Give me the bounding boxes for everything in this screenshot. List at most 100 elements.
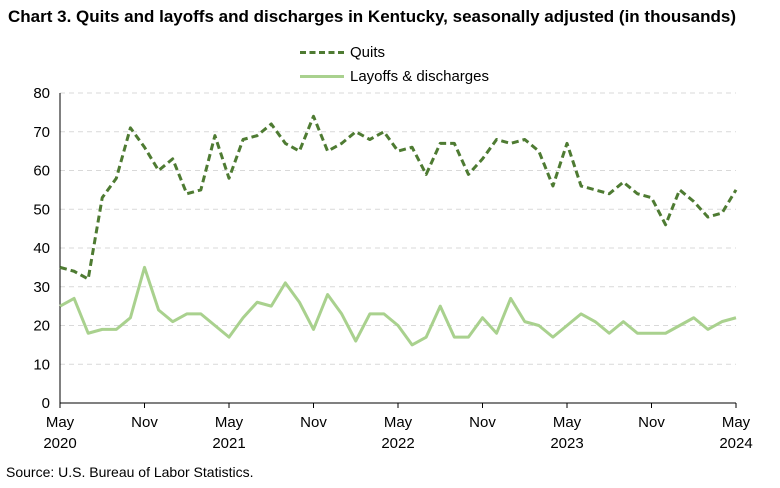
data-point-quits (115, 177, 118, 180)
legend-label-quits: Quits (350, 43, 386, 61)
y-tick-label: 40 (33, 240, 50, 257)
data-point-layoffs (636, 332, 639, 335)
data-point-quits (706, 216, 709, 219)
x-tick-label-month: Nov (300, 414, 327, 431)
data-point-layoffs (622, 320, 625, 323)
data-point-quits (157, 169, 160, 172)
data-point-layoffs (735, 316, 738, 319)
y-tick-label: 30 (33, 279, 50, 296)
data-point-layoffs (382, 312, 385, 315)
data-point-layoffs (467, 336, 470, 339)
data-point-layoffs (143, 266, 146, 269)
data-point-layoffs (706, 328, 709, 331)
data-point-layoffs (199, 312, 202, 315)
data-point-quits (650, 196, 653, 199)
data-point-layoffs (354, 340, 357, 343)
data-point-layoffs (509, 297, 512, 300)
data-point-layoffs (411, 343, 414, 346)
data-point-quits (213, 134, 216, 137)
x-tick-label-month: May (553, 414, 582, 431)
data-point-quits (270, 123, 273, 126)
data-point-layoffs (453, 336, 456, 339)
data-point-quits (411, 146, 414, 149)
data-point-layoffs (171, 320, 174, 323)
data-point-layoffs (87, 332, 90, 335)
data-point-quits (551, 185, 554, 188)
data-point-quits (509, 142, 512, 145)
data-point-quits (284, 142, 287, 145)
x-tick-label-year: 2020 (43, 435, 76, 452)
data-point-quits (59, 266, 62, 269)
data-point-quits (101, 196, 104, 199)
data-point-quits (382, 130, 385, 133)
data-point-quits (481, 157, 484, 160)
data-point-quits (171, 157, 174, 160)
x-tick-label-month: May (722, 414, 751, 431)
data-point-layoffs (397, 324, 400, 327)
x-tick-label-month: Nov (131, 414, 158, 431)
x-tick-label-year: 2021 (212, 435, 245, 452)
x-tick-label-month: Nov (469, 414, 496, 431)
data-point-quits (298, 150, 301, 153)
data-point-layoffs (481, 316, 484, 319)
data-point-layoffs (537, 324, 540, 327)
y-tick-label: 50 (33, 201, 50, 218)
data-point-quits (523, 138, 526, 141)
legend-label-layoffs: Layoffs & discharges (350, 67, 489, 85)
y-tick-label: 60 (33, 163, 50, 180)
data-point-quits (425, 173, 428, 176)
data-point-layoffs (256, 301, 259, 304)
legend-item-layoffs: Layoffs & discharges (300, 64, 489, 88)
data-point-quits (692, 200, 695, 203)
data-point-layoffs (298, 301, 301, 304)
data-point-quits (326, 150, 329, 153)
data-point-quits (312, 115, 315, 118)
data-point-quits (594, 188, 597, 191)
data-point-layoffs (284, 281, 287, 284)
data-point-layoffs (495, 332, 498, 335)
data-point-quits (622, 181, 625, 184)
data-point-quits (340, 142, 343, 145)
chart-title: Chart 3. Quits and layoffs and discharge… (8, 7, 737, 26)
data-point-quits (678, 188, 681, 191)
data-point-quits (735, 188, 738, 191)
series-line-quits (59, 114, 738, 281)
data-point-quits (636, 192, 639, 195)
data-point-quits (354, 130, 357, 133)
data-point-layoffs (580, 312, 583, 315)
data-point-quits (566, 142, 569, 145)
data-point-layoffs (608, 332, 611, 335)
data-point-layoffs (650, 332, 653, 335)
data-point-quits (256, 134, 259, 137)
data-point-quits (608, 192, 611, 195)
x-tick-label-month: May (46, 414, 75, 431)
data-point-layoffs (551, 336, 554, 339)
data-point-layoffs (368, 312, 371, 315)
data-point-quits (185, 192, 188, 195)
x-tick-label-month: Nov (638, 414, 665, 431)
data-point-quits (720, 212, 723, 215)
y-tick-label: 20 (33, 318, 50, 335)
series-line-layoffs (59, 265, 737, 347)
data-point-quits (495, 138, 498, 141)
data-point-layoffs (242, 316, 245, 319)
data-point-quits (129, 126, 132, 129)
data-point-quits (467, 173, 470, 176)
data-point-layoffs (101, 328, 104, 331)
data-point-quits (537, 150, 540, 153)
data-point-layoffs (340, 312, 343, 315)
data-point-layoffs (594, 320, 597, 323)
data-point-layoffs (185, 312, 188, 315)
legend-swatch-quits (300, 50, 344, 54)
data-point-layoffs (425, 336, 428, 339)
legend-swatch-layoffs (300, 74, 344, 78)
data-point-layoffs (73, 297, 76, 300)
data-point-layoffs (566, 324, 569, 327)
data-point-quits (87, 278, 90, 281)
data-point-quits (242, 138, 245, 141)
data-point-layoffs (129, 316, 132, 319)
x-tick-label-year: 2022 (381, 435, 414, 452)
data-point-layoffs (439, 305, 442, 308)
data-point-quits (199, 188, 202, 191)
data-point-layoffs (312, 328, 315, 331)
